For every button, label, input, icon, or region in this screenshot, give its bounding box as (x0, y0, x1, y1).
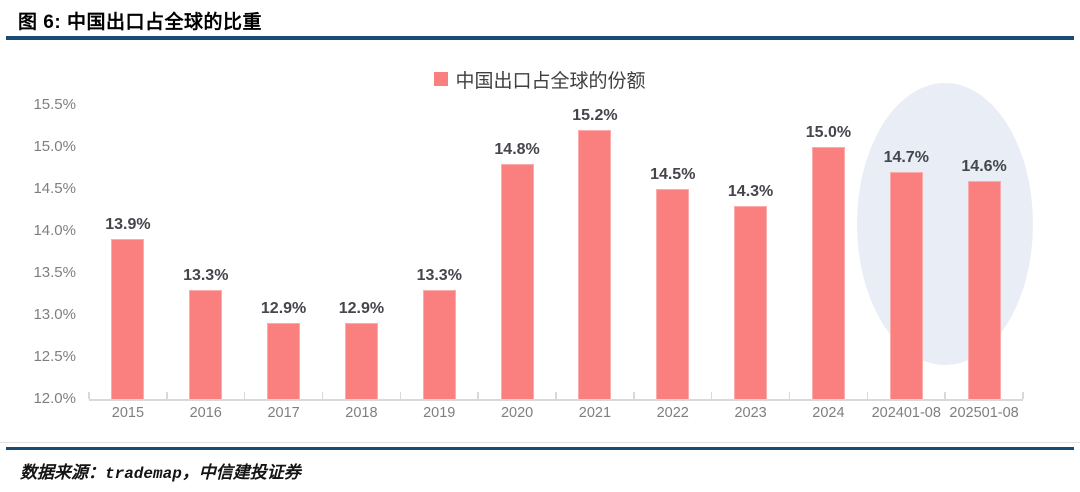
bar-2024 (811, 147, 845, 399)
plot-area: 13.9% 13.3% 12.9% 12.9% 13.3% 14.8% 15.2% 14.5%… (88, 83, 1034, 401)
x-tick (944, 392, 946, 399)
value-label-2018: 12.9% (338, 300, 385, 318)
x-tick (788, 392, 791, 399)
y-label-13.5%: 13.5% (33, 264, 76, 281)
x-tick (866, 392, 869, 399)
bar-202501-08 (967, 180, 1001, 399)
bar-2015 (111, 239, 145, 399)
x-label-2020: 2020 (500, 405, 534, 421)
title-rule (6, 36, 1074, 40)
value-label-2017: 12.9% (260, 300, 307, 318)
y-label-15.0%: 15.0% (33, 138, 76, 155)
value-label-2022: 14.5% (650, 166, 696, 183)
y-label-12.0%: 12.0% (33, 390, 76, 407)
x-label-202401-08: 202401-08 (871, 405, 941, 421)
x-tick (243, 392, 246, 399)
chart-bottom-hairline (0, 442, 1080, 443)
x-tick (166, 392, 168, 399)
y-label-13.0%: 13.0% (33, 306, 76, 323)
value-label-2023: 14.3% (727, 182, 774, 200)
x-tick (88, 392, 90, 399)
x-label-2021: 2021 (578, 405, 612, 421)
bar-2023 (734, 205, 768, 399)
bar-2022 (656, 189, 690, 399)
value-label-202501-08: 14.6% (961, 157, 1007, 175)
y-axis: 12.0% 12.5% 13.0% 13.5% 14.0% 14.5% 15.0% 15.5% (0, 96, 76, 407)
value-label-2024: 15.0% (805, 124, 852, 141)
x-label-2017: 2017 (267, 405, 300, 421)
x-axis: 2015 2016 2017 2018 2019 2020 2021 2022 2023 2024… (89, 403, 1023, 427)
x-tick (555, 392, 557, 399)
legend-swatch-icon (434, 72, 449, 86)
x-tick (399, 392, 402, 399)
y-label-12.5%: 12.5% (33, 348, 76, 365)
y-label-14.5%: 14.5% (33, 180, 76, 197)
data-source: 数据来源：trademap，中信建投证券 (20, 458, 301, 483)
value-label-2020: 14.8% (494, 140, 540, 158)
data-source-name: trademap (105, 465, 182, 483)
x-tick (321, 392, 324, 399)
value-label-2019: 13.3% (416, 266, 462, 284)
x-label-2018: 2018 (345, 405, 378, 421)
bar-2016 (189, 289, 223, 399)
value-label-2015: 13.9% (105, 216, 151, 234)
y-label-15.5%: 15.5% (33, 96, 76, 113)
bar-2017 (267, 323, 301, 399)
bar-2018 (344, 323, 378, 399)
value-label-202401-08: 14.7% (883, 149, 929, 167)
bar-202401-08 (889, 172, 923, 399)
x-label-2024: 2024 (812, 405, 845, 421)
footer-rule (6, 447, 1074, 450)
x-label-2022: 2022 (656, 405, 689, 421)
x-label-2019: 2019 (423, 405, 456, 421)
figure-title: 图 6: 中国出口占全球的比重 (18, 12, 262, 33)
bar-2019 (422, 289, 456, 399)
bar-2021 (578, 130, 612, 399)
chart-legend: 中国出口占全球的份额 (0, 68, 1080, 92)
x-tick (477, 392, 479, 399)
x-tick (710, 392, 713, 399)
y-label-14.0%: 14.0% (33, 222, 76, 239)
highlight-ellipse (857, 83, 1034, 365)
bar-2020 (500, 163, 534, 399)
x-label-2015: 2015 (111, 405, 145, 421)
data-source-label: 数据来源： (20, 463, 105, 482)
value-label-2016: 13.3% (183, 266, 229, 284)
x-tick (633, 392, 635, 399)
x-tick (1022, 392, 1024, 399)
data-source-rest: ，中信建投证券 (181, 463, 301, 482)
legend-label: 中国出口占全球的份额 (455, 70, 646, 92)
value-label-2021: 15.2% (572, 107, 618, 125)
x-label-202501-08: 202501-08 (949, 405, 1019, 421)
x-label-2016: 2016 (189, 405, 222, 421)
x-label-2023: 2023 (734, 405, 767, 421)
